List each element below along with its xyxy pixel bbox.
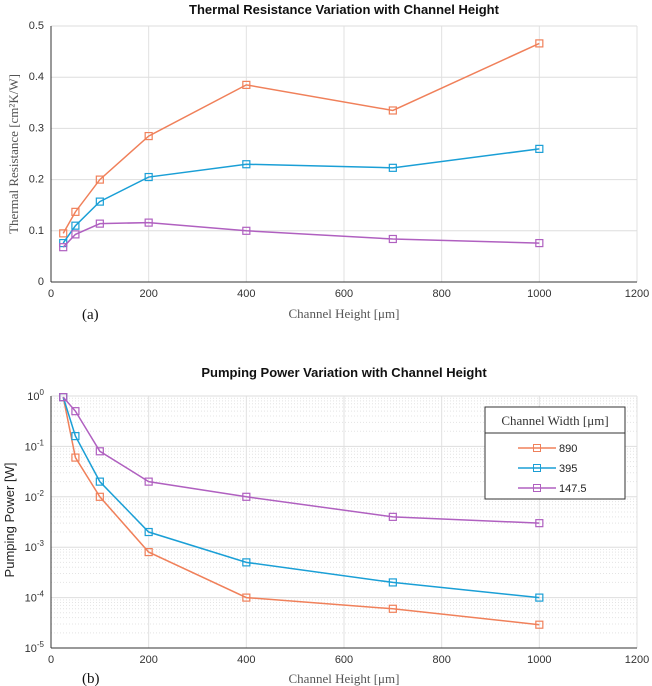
x-tick-label: 1200 xyxy=(625,654,649,666)
data-point-marker xyxy=(535,39,544,48)
data-point-marker xyxy=(71,221,80,230)
y-tick-label: 10-1 xyxy=(25,438,45,453)
data-point-marker xyxy=(71,407,80,416)
data-point-marker xyxy=(95,477,104,486)
legend-marker xyxy=(533,444,541,452)
series-line xyxy=(62,42,540,234)
x-tick-label: 600 xyxy=(335,288,353,300)
legend-entry: 147.5 xyxy=(559,483,587,495)
data-point-marker xyxy=(388,604,397,613)
data-point-marker xyxy=(242,593,251,602)
x-tick-label: 800 xyxy=(432,288,450,300)
data-point-marker xyxy=(95,492,104,501)
x-tick-label: 1000 xyxy=(527,288,551,300)
data-point-marker xyxy=(95,175,104,184)
series-line xyxy=(62,396,540,599)
data-point-marker xyxy=(144,477,153,486)
chart-title: Thermal Resistance Variation with Channe… xyxy=(189,2,500,17)
data-point-marker xyxy=(535,620,544,629)
legend-title: Channel Width [μm] xyxy=(501,413,608,428)
panel-label: (a) xyxy=(82,307,99,323)
data-point-marker xyxy=(535,238,544,248)
x-tick-label: 800 xyxy=(432,654,450,666)
x-tick-label: 200 xyxy=(139,654,157,666)
x-tick-label: 600 xyxy=(335,654,353,666)
data-point-marker xyxy=(242,558,251,567)
data-point-marker xyxy=(95,219,104,228)
legend-entry: 890 xyxy=(559,443,577,455)
data-point-marker xyxy=(144,527,153,537)
data-point-marker xyxy=(388,106,397,115)
y-tick-label: 10-2 xyxy=(25,489,45,504)
data-point-marker xyxy=(95,447,104,456)
series-line xyxy=(62,396,540,626)
data-point-marker xyxy=(71,230,80,239)
y-tick-label: 10-3 xyxy=(25,539,45,554)
series-line xyxy=(62,396,540,524)
legend-entry: 395 xyxy=(559,463,577,475)
y-tick-label: 10-5 xyxy=(25,640,45,655)
y-tick-label: 0.4 xyxy=(29,71,44,83)
y-axis-label: Thermal Resistance [cm²K/W] xyxy=(6,74,21,234)
data-point-marker xyxy=(95,197,104,206)
data-point-marker xyxy=(59,243,68,252)
chart-thermal-resistance: Thermal Resistance Variation with Channe… xyxy=(6,2,649,323)
y-tick-label: 10-4 xyxy=(25,590,45,605)
data-point-marker xyxy=(242,80,251,89)
x-axis-label: Channel Height [μm] xyxy=(289,306,400,321)
data-point-marker xyxy=(388,512,397,521)
data-point-marker xyxy=(242,160,251,169)
y-tick-label: 0.5 xyxy=(29,20,44,32)
data-point-marker xyxy=(59,393,68,402)
x-tick-label: 0 xyxy=(48,288,54,300)
data-point-marker xyxy=(535,519,544,528)
data-point-marker xyxy=(535,144,544,153)
legend-marker xyxy=(533,464,541,472)
chart-title: Pumping Power Variation with Channel Hei… xyxy=(201,365,487,380)
x-axis-label: Channel Height [μm] xyxy=(289,671,400,686)
data-point-marker xyxy=(144,131,153,141)
y-tick-label: 0.3 xyxy=(29,122,44,134)
data-point-marker xyxy=(144,172,153,182)
data-point-marker xyxy=(71,207,80,216)
data-point-marker xyxy=(388,163,397,172)
data-point-marker xyxy=(535,593,544,602)
data-point-marker xyxy=(59,229,68,238)
data-point-marker xyxy=(144,218,153,227)
data-point-marker xyxy=(242,226,251,235)
data-point-marker xyxy=(388,234,397,244)
y-tick-label: 100 xyxy=(27,388,44,403)
x-tick-label: 0 xyxy=(48,654,54,666)
data-point-marker xyxy=(71,453,80,462)
x-tick-label: 400 xyxy=(237,288,255,300)
data-point-marker xyxy=(242,492,251,501)
legend: Channel Width [μm] 890 395 147.5 xyxy=(484,406,626,500)
series-line xyxy=(62,221,540,248)
legend-marker xyxy=(533,484,541,492)
data-point-marker xyxy=(71,432,80,441)
x-tick-label: 400 xyxy=(237,654,255,666)
chart-pumping-power: Pumping Power Variation with Channel Hei… xyxy=(2,365,649,686)
y-tick-label: 0 xyxy=(38,276,44,288)
series-line xyxy=(62,148,540,244)
panel-label: (b) xyxy=(82,671,100,686)
x-tick-label: 1200 xyxy=(625,288,649,300)
data-point-marker xyxy=(144,547,153,557)
legend-box xyxy=(484,432,626,500)
x-tick-label: 200 xyxy=(139,288,157,300)
y-axis-label: Pumping Power [W] xyxy=(2,463,17,578)
x-tick-label: 1000 xyxy=(527,654,551,666)
data-point-marker xyxy=(388,578,397,587)
y-tick-label: 0.1 xyxy=(29,225,44,237)
y-tick-label: 0.2 xyxy=(29,174,44,186)
